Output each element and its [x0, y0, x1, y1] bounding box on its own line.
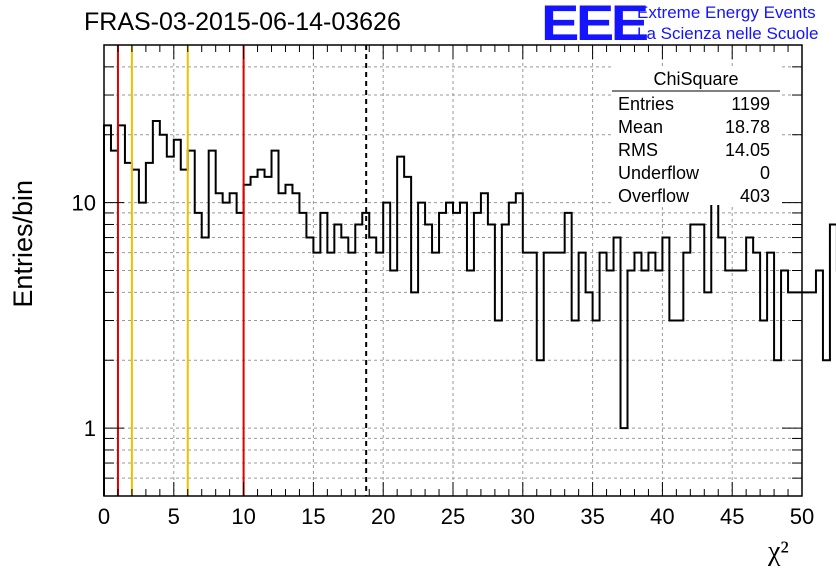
stats-box-title: ChiSquare [653, 69, 738, 89]
stats-value: 0 [760, 163, 770, 183]
x-tick-label: 35 [580, 504, 604, 529]
x-axis-label: χ² [768, 536, 789, 567]
histogram-outline [103, 120, 836, 496]
stats-box [612, 66, 780, 205]
y-tick-label: 1 [84, 416, 96, 441]
y-tick-label: 10 [72, 191, 96, 216]
stats-value: 1199 [731, 94, 770, 114]
x-tick-label: 20 [371, 504, 395, 529]
x-tick-label: 50 [790, 504, 814, 529]
stats-label: Overflow [618, 186, 690, 206]
logo-line-1: Extreme Energy Events [637, 3, 816, 22]
eee-logo: EEE [541, 0, 649, 51]
x-tick-label: 5 [168, 504, 180, 529]
x-tick-label: 40 [650, 504, 674, 529]
page-title: FRAS-03-2015-06-14-03626 [84, 8, 401, 36]
stats-label: Mean [618, 117, 663, 137]
stats-value: 403 [740, 186, 770, 206]
x-tick-label: 30 [511, 504, 535, 529]
stats-value: 14.05 [725, 140, 770, 160]
x-tick-label: 10 [231, 504, 255, 529]
logo-line-2: La Scienza nelle Scuole [637, 24, 819, 43]
stats-label: Underflow [618, 163, 700, 183]
x-tick-label: 0 [98, 504, 110, 529]
x-tick-label: 15 [301, 504, 325, 529]
stats-label: Entries [618, 94, 674, 114]
stats-label: RMS [618, 140, 658, 160]
x-tick-label: 45 [720, 504, 744, 529]
x-tick-label: 25 [441, 504, 465, 529]
stats-value: 18.78 [725, 117, 770, 137]
